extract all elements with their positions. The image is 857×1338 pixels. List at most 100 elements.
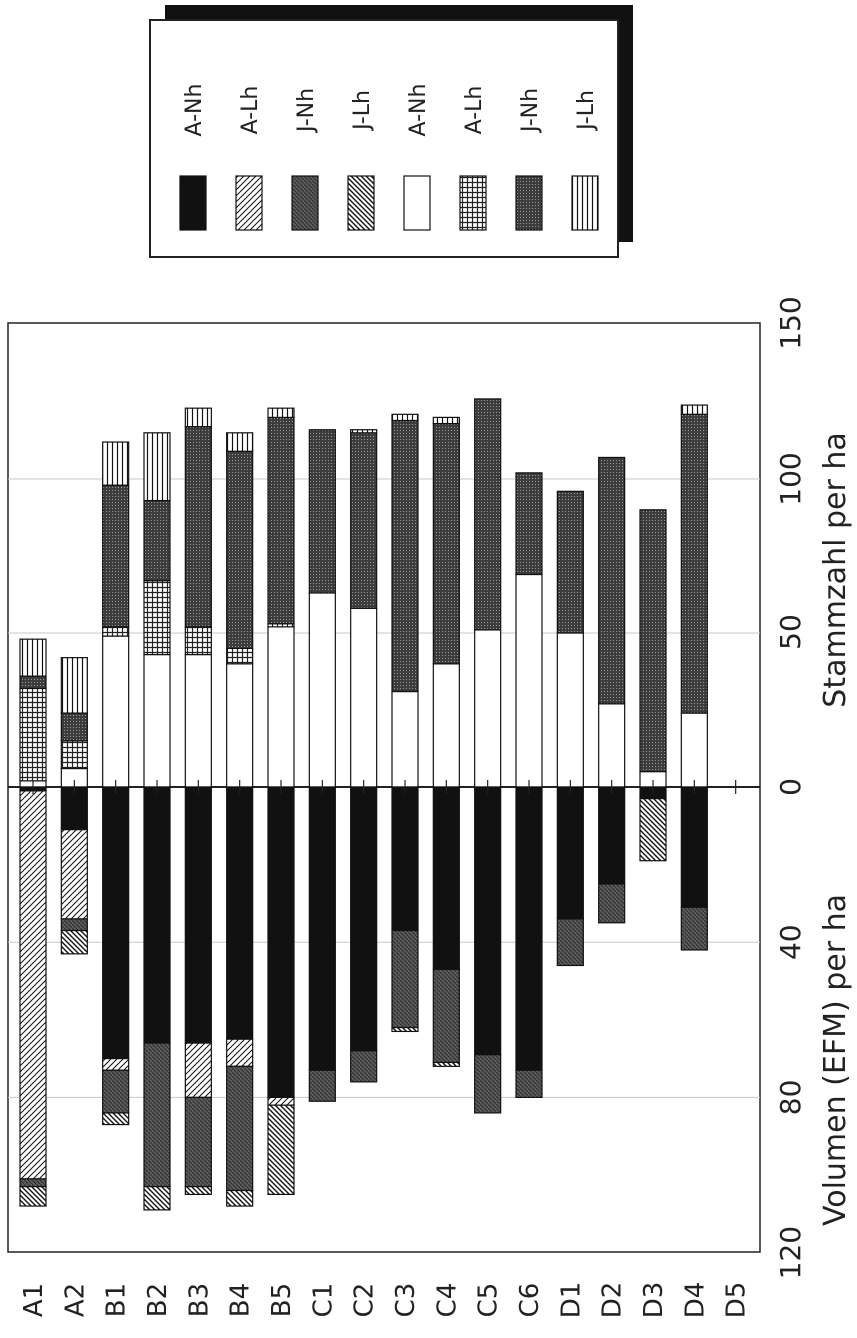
bar-volumen-B5-a-lh-1 <box>267 1096 295 1106</box>
bar-stammzahl-D1-j-nh-2 <box>556 490 584 634</box>
bar-volumen-B3-a-lh-1 <box>184 1042 212 1098</box>
bar-volumen-C6-j-nh-2 <box>515 1069 543 1098</box>
bar-volumen-B2-a-nh-0 <box>143 786 171 1044</box>
bar-stammzahl-B4-a-lh-1 <box>226 647 254 665</box>
bar-volumen-B5-a-nh-0 <box>267 786 295 1098</box>
legend-label-2: J-Nh <box>294 88 319 134</box>
bar-stammzahl-B5-j-nh-2 <box>267 416 295 625</box>
bar-volumen-C1-a-nh-0 <box>308 786 336 1071</box>
bar-stammzahl-B2-j-lh-3 <box>143 432 171 502</box>
bar-stammzahl-C5-a-nh-0 <box>474 629 502 788</box>
legend-label-6: J-Nh <box>518 88 543 134</box>
bar-volumen-A2-j-lh-3 <box>60 929 88 955</box>
bar-stammzahl-A1-a-lh-1 <box>19 687 47 782</box>
bar-stammzahl-C4-j-nh-2 <box>432 422 460 665</box>
bar-volumen-A1-j-nh-2 <box>19 1178 47 1188</box>
bar-volumen-B4-j-lh-3 <box>226 1189 254 1207</box>
bar-volumen-B1-j-nh-2 <box>102 1069 130 1114</box>
bar-volumen-D2-a-nh-0 <box>598 786 626 885</box>
bottom-axis: Volumen (EFM) per ha 40 80 120 <box>774 894 853 1279</box>
bar-stammzahl-B2-a-lh-1 <box>143 580 171 656</box>
bar-volumen-D3-j-lh-3 <box>639 798 667 862</box>
bar-volumen-B1-a-lh-1 <box>102 1057 130 1071</box>
top-axis-title: Stammzahl per ha <box>818 432 853 707</box>
bar-volumen-D1-a-nh-0 <box>556 786 584 920</box>
bar-volumen-B1-a-nh-0 <box>102 786 130 1060</box>
bar-stammzahl-A1-j-nh-2 <box>19 675 47 690</box>
bar-volumen-D4-a-nh-0 <box>680 786 708 908</box>
bar-volumen-C5-j-nh-2 <box>474 1054 502 1114</box>
legend-label-0: A-Nh <box>182 84 207 137</box>
bar-stammzahl-C2-j-lh-3 <box>350 429 378 434</box>
legend-label-7: J-Lh <box>574 90 599 132</box>
category-label-D1: D1 <box>556 1282 586 1319</box>
category-label-C5: C5 <box>474 1283 504 1318</box>
category-label-B5: B5 <box>267 1283 297 1317</box>
bar-stammzahl-D4-a-nh-0 <box>680 712 708 788</box>
bar-volumen-C1-j-nh-2 <box>308 1069 336 1102</box>
legend-swatch-2 <box>291 175 319 231</box>
bar-stammzahl-C2-j-nh-2 <box>350 432 378 609</box>
bar-stammzahl-B5-j-lh-3 <box>267 407 295 419</box>
category-label-B4: B4 <box>226 1283 256 1317</box>
bar-stammzahl-B1-j-lh-3 <box>102 441 130 486</box>
bar-volumen-B3-j-lh-3 <box>184 1186 212 1196</box>
bar-stammzahl-C3-j-nh-2 <box>391 419 419 693</box>
bar-stammzahl-B4-j-nh-2 <box>226 450 254 649</box>
bar-stammzahl-A2-a-lh-1 <box>60 740 88 770</box>
bar-volumen-D1-j-nh-2 <box>556 918 584 967</box>
bar-stammzahl-B4-j-lh-3 <box>226 432 254 452</box>
bar-stammzahl-C6-j-nh-2 <box>515 472 543 576</box>
category-label-C3: C3 <box>391 1283 421 1318</box>
bar-stammzahl-A1-j-lh-3 <box>19 638 47 677</box>
legend-swatch-7 <box>571 175 599 231</box>
legend-label-5: A-Lh <box>462 86 487 135</box>
bar-volumen-B4-a-lh-1 <box>226 1038 254 1067</box>
bar-stammzahl-A2-j-lh-3 <box>60 657 88 714</box>
top-tick-100: 100 <box>774 452 807 505</box>
legend-swatch-1 <box>235 175 263 231</box>
bottom-axis-title: Volumen (EFM) per ha <box>818 894 853 1226</box>
bar-volumen-B5-j-lh-3 <box>267 1104 295 1196</box>
legend-swatch-5 <box>459 175 487 231</box>
bar-stammzahl-B1-j-nh-2 <box>102 484 130 628</box>
bar-volumen-B4-j-nh-2 <box>226 1065 254 1192</box>
bar-stammzahl-C1-j-nh-2 <box>308 429 336 594</box>
category-label-C4: C4 <box>432 1283 462 1318</box>
bar-stammzahl-B2-j-nh-2 <box>143 499 171 582</box>
bar-stammzahl-C3-j-lh-3 <box>391 413 419 422</box>
plot-area <box>7 322 761 1253</box>
bar-volumen-C2-a-nh-0 <box>350 786 378 1052</box>
bar-volumen-C2-j-nh-2 <box>350 1050 378 1083</box>
category-labels: A1 A2 B1 B2 B3 B4 B5 C1 C2 C3 C4 C5 C6 D1 D2 D3 D4 D5 <box>19 1282 752 1319</box>
bar-stammzahl-D3-j-nh-2 <box>639 509 667 773</box>
legend-box <box>149 19 619 258</box>
bar-stammzahl-B1-a-lh-1 <box>102 626 130 637</box>
bar-volumen-B3-j-nh-2 <box>184 1096 212 1188</box>
bar-stammzahl-D2-j-nh-2 <box>598 456 626 705</box>
bar-stammzahl-C5-j-nh-2 <box>474 398 502 631</box>
bar-volumen-B4-a-nh-0 <box>226 786 254 1040</box>
top-tick-0: 0 <box>774 778 807 796</box>
category-label-C6: C6 <box>515 1283 545 1318</box>
bottom-tick-120: 120 <box>774 1226 807 1279</box>
category-label-D3: D3 <box>639 1282 669 1319</box>
bar-volumen-C5-a-nh-0 <box>474 786 502 1056</box>
bar-volumen-B2-j-lh-3 <box>143 1186 171 1211</box>
bar-volumen-C6-a-nh-0 <box>515 786 543 1071</box>
bar-volumen-C3-j-nh-2 <box>391 929 419 1029</box>
bar-stammzahl-C3-a-nh-0 <box>391 690 419 788</box>
category-label-D5: D5 <box>722 1282 752 1319</box>
bar-volumen-A1-a-lh-1 <box>19 790 47 1180</box>
bar-volumen-C3-a-nh-0 <box>391 786 419 932</box>
bar-volumen-C3-j-lh-3 <box>391 1026 419 1033</box>
bar-volumen-C4-j-lh-3 <box>432 1061 460 1067</box>
category-label-C2: C2 <box>350 1283 380 1318</box>
legend-swatch-4 <box>403 175 431 231</box>
bar-stammzahl-C6-a-nh-0 <box>515 573 543 788</box>
bar-stammzahl-D2-a-nh-0 <box>598 703 626 788</box>
bar-stammzahl-D4-j-nh-2 <box>680 413 708 714</box>
bar-stammzahl-B3-j-nh-2 <box>184 426 212 628</box>
bar-stammzahl-C1-a-nh-0 <box>308 592 336 788</box>
top-axis: Stammzahl per ha 0 50 100 150 <box>774 296 853 796</box>
